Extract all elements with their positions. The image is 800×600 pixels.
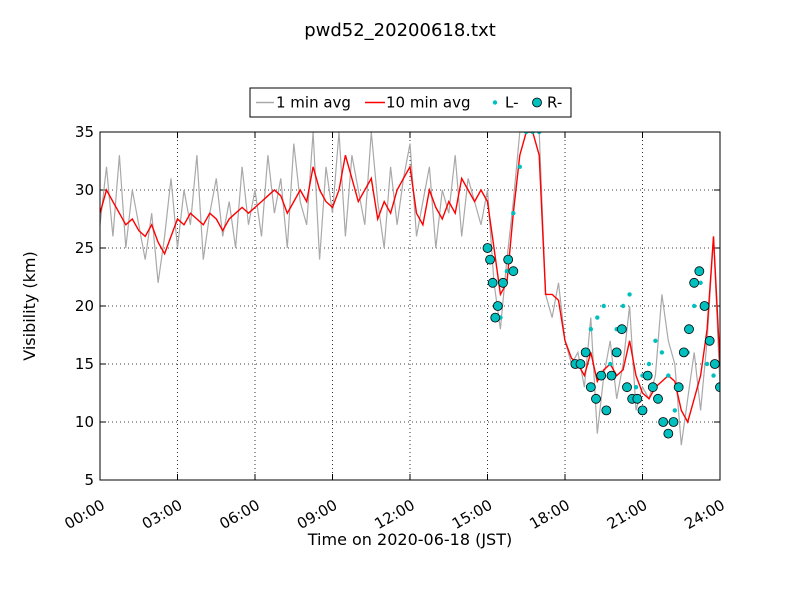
l-minus-point: [517, 164, 522, 169]
r-minus-point: [487, 277, 498, 288]
r-minus-point: [580, 347, 591, 358]
l-minus-point: [672, 408, 677, 413]
r-minus-point: [503, 254, 514, 265]
r-minus-point: [699, 301, 710, 311]
r-minus-point: [508, 266, 519, 277]
l-minus-point: [627, 292, 632, 297]
x-tick-label: 06:00: [216, 496, 262, 533]
r-minus-point: [642, 370, 653, 381]
r-minus-point: [647, 382, 658, 393]
l-minus-point: [608, 361, 613, 367]
l-minus-point: [691, 303, 697, 309]
l-minus-point: [711, 373, 716, 378]
l-minus-point: [595, 315, 600, 320]
x-tick-label: 09:00: [294, 496, 340, 533]
r-minus-point: [632, 393, 643, 404]
x-tick-label: 12:00: [371, 496, 417, 533]
r-minus-point: [653, 393, 663, 404]
x-tick-label: 21:00: [604, 496, 650, 533]
l-minus-point: [704, 361, 710, 367]
x-tick-label: 03:00: [139, 496, 185, 533]
r-minus-point: [585, 382, 596, 393]
l-minus-point: [653, 338, 658, 343]
r-minus-point: [684, 324, 694, 335]
l-minus-point: [530, 132, 535, 135]
plot-frame: [99, 131, 721, 481]
y-tick-label: 30: [75, 181, 94, 199]
l-minus-point: [524, 132, 529, 135]
legend-l-minus-swatch: [492, 100, 498, 105]
r-minus-point: [658, 417, 669, 427]
r-minus-point: [668, 417, 679, 427]
r-minus-point: [704, 335, 715, 346]
y-tick-label: 5: [84, 471, 94, 489]
y-tick-label: 25: [75, 239, 94, 257]
r-minus-point: [498, 277, 508, 288]
r-minus-point: [575, 359, 586, 369]
r-minus-point: [689, 277, 700, 288]
x-tick-label: 00:00: [61, 496, 107, 533]
l-minus-point: [633, 385, 639, 390]
legend-1-min-avg-label: 1 min avg: [276, 94, 351, 112]
r-minus-point: [622, 382, 632, 393]
l-minus-point: [536, 132, 542, 135]
x-tick-label: 18:00: [526, 496, 572, 533]
r-minus-point: [591, 393, 601, 404]
r-minus-point: [678, 347, 689, 358]
r-minus-point: [694, 266, 705, 277]
y-tick-label: 10: [75, 413, 94, 431]
l-minus-point: [601, 303, 606, 309]
y-tick-label: 35: [75, 123, 94, 141]
legend-r-minus-label: R-: [547, 94, 562, 112]
x-tick-label: 15:00: [449, 496, 495, 533]
r-minus-point: [490, 312, 501, 323]
legend-10-min-avg-label: 10 min avg: [386, 94, 471, 112]
r-minus-point: [606, 370, 617, 381]
legend-box: [249, 87, 572, 118]
x-tick-label: 24:00: [681, 496, 727, 533]
l-minus-point: [620, 303, 626, 309]
y-tick-label: 15: [75, 355, 94, 373]
l-minus-point: [666, 373, 671, 378]
l-minus-point: [646, 361, 652, 367]
r-minus-point: [663, 428, 674, 439]
r-minus-point: [611, 347, 622, 358]
y-tick-label: 20: [75, 297, 94, 315]
chart-title: pwd52_20200618.txt: [304, 20, 496, 41]
r-minus-point: [673, 382, 684, 393]
r-minus-point: [709, 359, 720, 369]
y-axis-label: Visibility (km): [20, 251, 39, 360]
r-minus-point: [482, 243, 493, 253]
l-minus-point: [511, 211, 516, 216]
r-minus-point: [601, 405, 612, 416]
r-minus-point: [485, 254, 495, 265]
r-minus-point: [637, 405, 648, 416]
r-minus-point: [492, 301, 503, 311]
legend-r-minus-swatch: [532, 97, 542, 108]
l-minus-point: [659, 350, 665, 355]
l-minus-point: [698, 280, 703, 285]
series-10-min-avg-line: [100, 132, 720, 424]
legend-l-minus-label: L-: [505, 94, 519, 112]
l-minus-point: [588, 327, 594, 332]
r-minus-point: [715, 382, 720, 393]
x-axis-label: Time on 2020-06-18 (JST): [307, 530, 512, 549]
l-minus-point: [504, 269, 510, 274]
r-minus-point: [596, 370, 607, 381]
r-minus-point: [616, 324, 627, 335]
series-1-min-avg-line: [100, 132, 720, 446]
